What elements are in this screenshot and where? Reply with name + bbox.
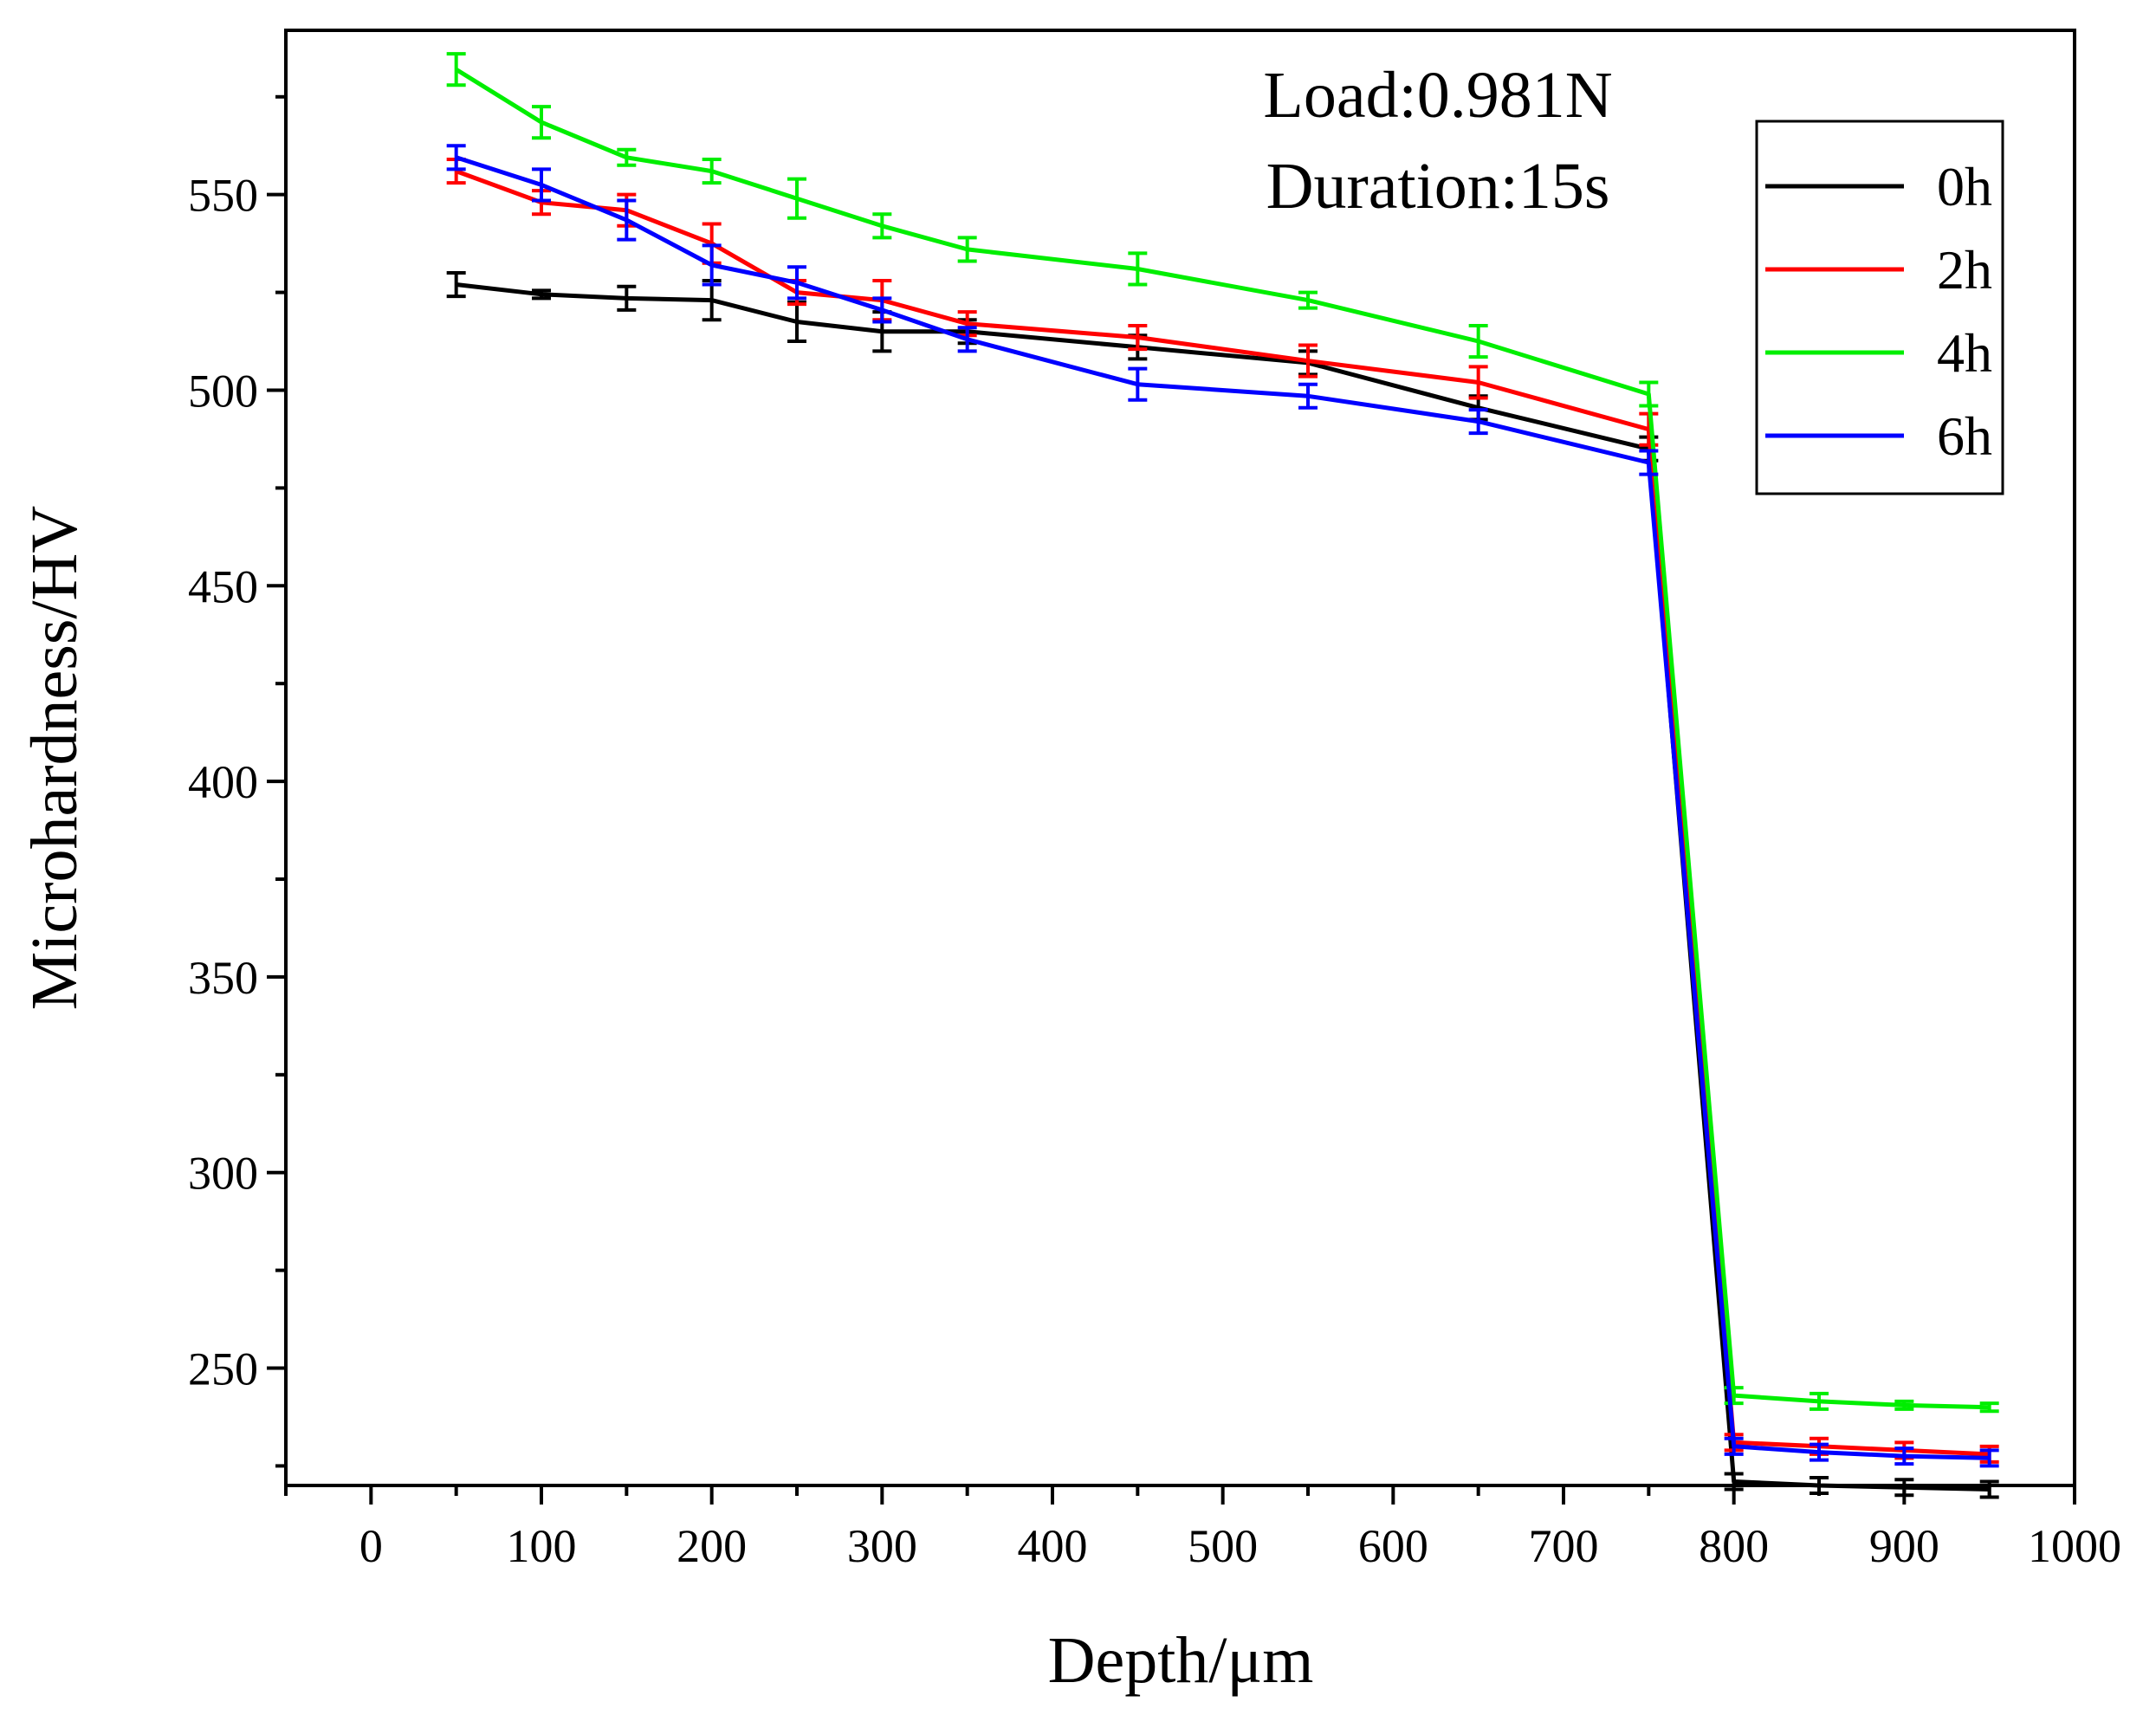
error-bar [617,284,637,312]
error-bar [1894,1399,1914,1411]
error-bar [957,236,977,263]
x-tick-label: 500 [1188,1520,1258,1572]
error-bar [787,265,806,301]
error-bar [702,158,722,185]
legend-label: 0h [1937,156,1992,217]
x-tick-label: 200 [677,1520,747,1572]
error-bar [1979,1401,1999,1414]
x-tick-label: 0 [359,1520,383,1572]
y-tick-label: 400 [188,756,258,808]
legend: 0h 2h 4h 6h [1755,120,2004,495]
x-tick-label: 800 [1699,1520,1769,1572]
y-tick-label: 350 [188,952,258,1004]
legend-item-4h: 4h [1765,322,1992,384]
legend-item-0h: 0h [1765,156,1992,217]
error-bar [1128,323,1148,352]
x-axis-title: Depth/μm [1048,1624,1314,1697]
y-tick-label: 300 [188,1148,258,1200]
legend-item-6h: 6h [1765,405,1992,467]
annotation-load: Load:0.981N [1263,59,1612,132]
error-bar [702,243,722,287]
error-bar [957,326,977,353]
legend-label: 2h [1937,239,1992,301]
error-bar [1894,1446,1914,1466]
error-bar [446,52,466,87]
y-tick-label: 450 [188,560,258,612]
x-tick-label: 400 [1018,1520,1088,1572]
error-bar [1639,380,1659,408]
error-bar [1810,1442,1829,1462]
annotation-duration: Duration:15s [1266,150,1610,223]
series-6h [446,144,1999,1468]
series-2h [446,158,1999,1464]
y-tick-label: 250 [188,1343,258,1395]
error-bar [1724,1436,1744,1456]
x-tick-label: 700 [1529,1520,1599,1572]
error-bar [1468,408,1488,436]
error-bar [1298,290,1318,310]
plot-frame [284,29,2076,1487]
error-bar [532,288,551,301]
y-tick-label: 500 [188,365,258,417]
x-tick-label: 900 [1869,1520,1939,1572]
error-bar [532,167,551,203]
label-layer: 0 100 200 300 400 500 600 700 800 900 1000 250 300 35… [188,170,2121,1572]
error-bar [532,105,551,140]
legend-label: 6h [1937,405,1992,467]
error-bar [446,144,466,172]
x-tick-label: 300 [847,1520,917,1572]
error-bar [787,177,806,220]
error-bar [872,296,892,324]
error-bar [1298,382,1318,410]
error-bar [1468,365,1488,400]
error-bar [1810,1391,1829,1411]
error-bar [1298,343,1318,379]
x-tick-label: 100 [507,1520,577,1572]
x-tick-label: 1000 [2028,1520,2121,1572]
error-bar [872,212,892,240]
legend-label: 4h [1937,322,1992,384]
y-axis-title: Microhardness/HV [18,506,91,1011]
legend-item-2h: 2h [1765,239,1992,301]
error-bar [446,271,466,299]
error-bar [1128,366,1148,402]
legend-box [1755,120,2004,495]
error-bar [1894,1478,1914,1498]
error-bar [617,198,637,242]
series-4h [446,52,1999,1414]
error-bar [1979,1448,1999,1468]
error-bar [1468,323,1488,359]
error-bar [617,147,637,167]
error-bar [1639,449,1659,476]
x-tick-label: 600 [1358,1520,1428,1572]
y-tick-label: 550 [188,170,258,222]
error-bar [1128,251,1148,287]
